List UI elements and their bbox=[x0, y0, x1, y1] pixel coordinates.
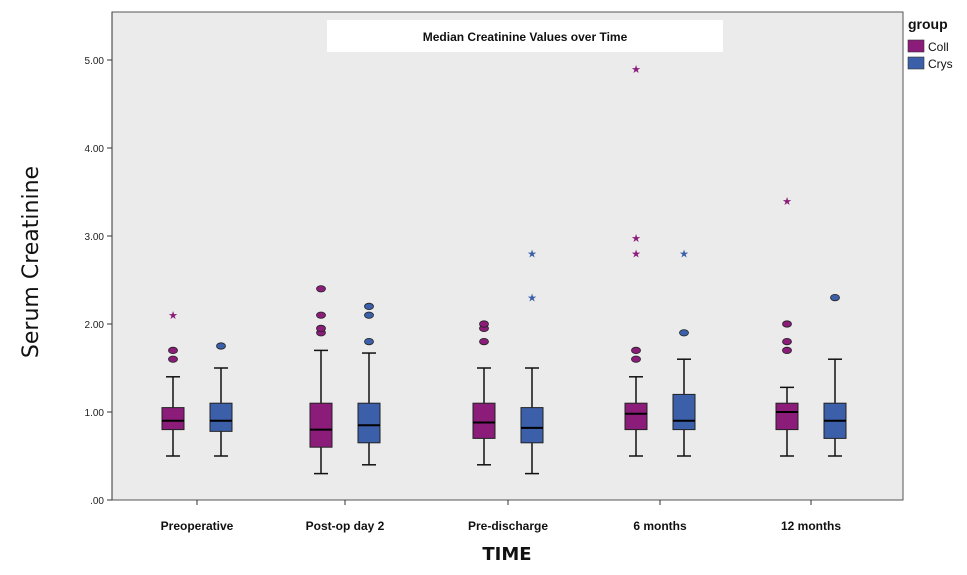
outlier-point bbox=[830, 293, 840, 302]
legend-title: group bbox=[908, 16, 948, 32]
box-coll-0: ★ bbox=[161, 309, 185, 457]
plot-area bbox=[111, 11, 904, 501]
extreme-point: ★ bbox=[631, 248, 641, 261]
legend-label-crys: Crys bbox=[928, 57, 953, 71]
extreme-point: ★ bbox=[631, 63, 641, 76]
box-iqr bbox=[775, 402, 799, 431]
y-axis: .00 1.00 2.00 3.00 4.00 5.00 bbox=[85, 12, 113, 507]
box-iqr bbox=[472, 402, 496, 439]
outlier-point bbox=[316, 285, 326, 293]
legend-label-coll: Coll bbox=[928, 40, 949, 54]
box-crys-3: ★ bbox=[672, 248, 696, 457]
box-crys-4 bbox=[823, 293, 847, 457]
y-tick-label: 1.00 bbox=[85, 408, 105, 419]
box-coll-2 bbox=[472, 320, 496, 466]
x-tick-label: Post-op day 2 bbox=[306, 519, 385, 533]
x-tick-label: Preoperative bbox=[161, 519, 234, 533]
box-iqr bbox=[357, 402, 381, 444]
extreme-point: ★ bbox=[168, 309, 178, 322]
y-axis-label: Serum Creatinine bbox=[19, 166, 44, 358]
outlier-point bbox=[782, 320, 792, 328]
box-iqr bbox=[309, 402, 333, 448]
outlier-point bbox=[479, 320, 489, 328]
box-crys-0 bbox=[209, 342, 233, 457]
outlier-point bbox=[216, 342, 226, 350]
x-tick-label: 6 months bbox=[633, 519, 687, 533]
x-axis-label: TIME bbox=[482, 544, 531, 565]
x-tick-label: Pre-discharge bbox=[468, 519, 548, 533]
outlier-point bbox=[364, 302, 374, 310]
legend-swatch-coll bbox=[907, 39, 925, 53]
box-series: ★★★★★★★ ★ bbox=[161, 63, 847, 475]
box-coll-1 bbox=[309, 285, 333, 475]
outlier-point bbox=[631, 346, 641, 354]
outlier-point bbox=[364, 337, 374, 346]
title-box bbox=[327, 20, 723, 52]
outlier-point bbox=[679, 329, 689, 337]
extreme-point: ★ bbox=[527, 292, 537, 305]
box-crys-1 bbox=[357, 302, 381, 466]
y-tick-label: 3.00 bbox=[85, 232, 105, 243]
extreme-point: ★ bbox=[679, 248, 689, 261]
legend-swatch-crys bbox=[907, 56, 925, 70]
x-axis: Preoperative Post-op day 2 Pre-discharge 6 … bbox=[161, 500, 841, 533]
outlier-point bbox=[168, 355, 178, 363]
y-tick-label: 4.00 bbox=[85, 144, 105, 155]
outlier-point bbox=[782, 337, 792, 346]
outlier-point bbox=[316, 311, 326, 319]
y-tick-label: .00 bbox=[90, 496, 104, 507]
x-tick-label: 12 months bbox=[781, 519, 841, 533]
outlier-point bbox=[316, 324, 326, 332]
outlier-point bbox=[782, 346, 792, 354]
box-iqr bbox=[520, 407, 544, 444]
y-tick-label: 2.00 bbox=[85, 320, 105, 331]
box-iqr bbox=[209, 402, 233, 432]
y-tick-label: 5.00 bbox=[85, 56, 105, 67]
extreme-point: ★ bbox=[631, 232, 641, 245]
extreme-point: ★ bbox=[527, 248, 537, 261]
extreme-point: ★ bbox=[782, 195, 792, 208]
box-iqr bbox=[161, 407, 185, 431]
box-crys-2: ★★ bbox=[520, 248, 544, 475]
box-iqr bbox=[624, 402, 648, 431]
outlier-point bbox=[631, 355, 641, 363]
outlier-point bbox=[364, 311, 374, 319]
box-coll-3: ★ ★ ★ bbox=[624, 63, 648, 457]
outlier-point bbox=[479, 337, 489, 346]
outlier-point bbox=[168, 346, 178, 354]
chart-title: Median Creatinine Values over Time bbox=[423, 30, 628, 44]
box-coll-4: ★ bbox=[775, 195, 799, 457]
legend: group Coll Crys bbox=[907, 16, 953, 71]
box-iqr bbox=[672, 393, 696, 431]
